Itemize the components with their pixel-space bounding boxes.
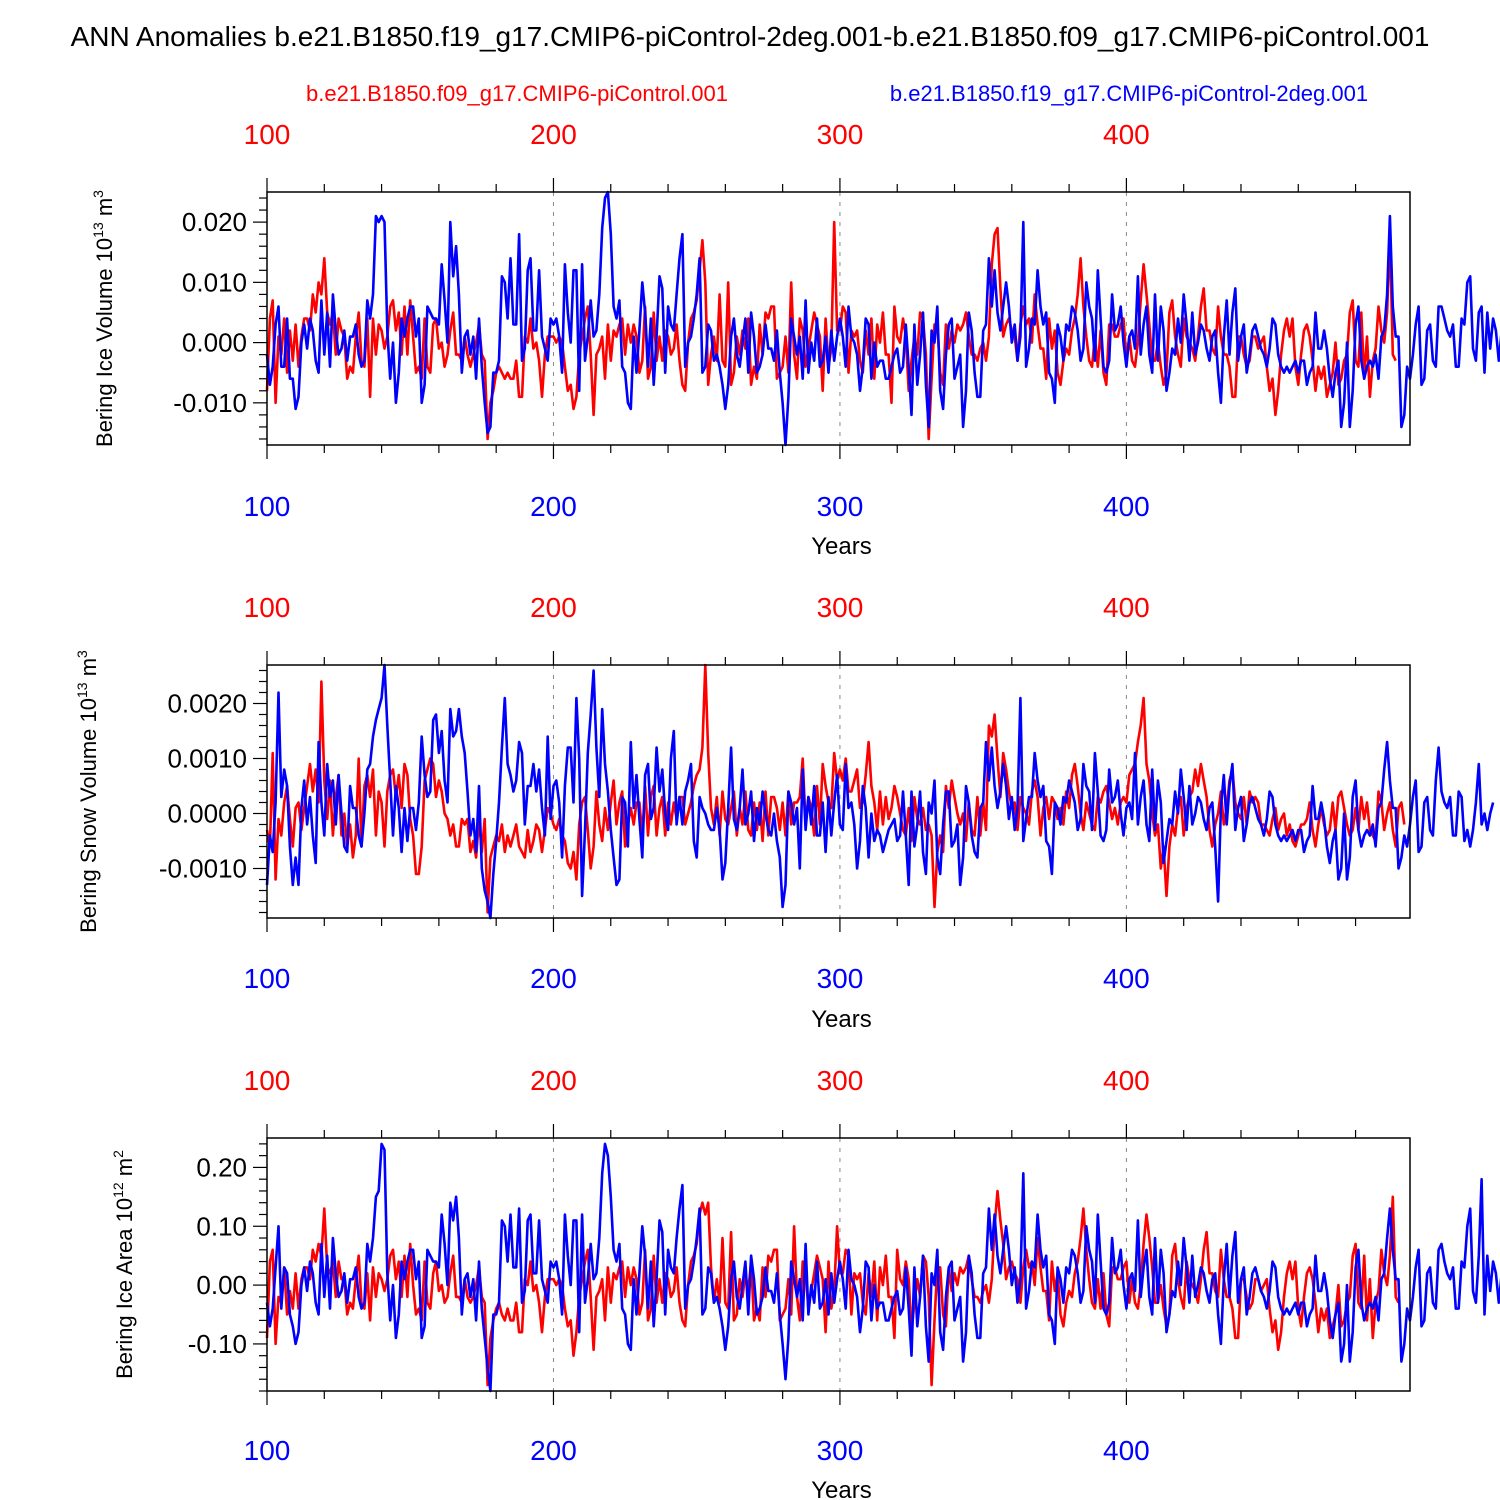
x-axis-label: Years: [811, 1006, 872, 1033]
x-tick-label-bottom: 100: [244, 491, 291, 522]
y-tick-label: 0.000: [182, 328, 247, 358]
y-tick-label: 0.20: [196, 1152, 247, 1182]
panel-2: -0.0010 0.0000 0.0010 0.0020 100 100 200 200 300…: [74, 592, 1495, 1033]
y-tick-label: 0.10: [196, 1211, 247, 1241]
y-tick-label: 0.010: [182, 267, 247, 297]
x-tick-label-top: 200: [530, 592, 577, 623]
x-tick-label-bottom: 300: [817, 491, 864, 522]
y-tick-label: 0.020: [182, 207, 247, 237]
y-axis-label-ylabel-base: Bering Snow Volume 10: [76, 698, 101, 933]
y-axis-label-ylabel-exp: 13: [90, 222, 106, 238]
series-line-blue: [265, 190, 1500, 447]
x-tick-label-bottom: 200: [530, 491, 577, 522]
y-tick-label: -0.10: [188, 1329, 247, 1359]
legend-blue-label: b.e21.B1850.f19_g17.CMIP6-piControl-2deg…: [890, 81, 1368, 106]
y-axis-label: Bering Ice Area 1012 m2: [110, 1150, 137, 1379]
y-tick-label: 0.0000: [167, 799, 247, 829]
x-axis-label: Years: [811, 533, 872, 560]
y-axis-label-ylabel-base: Bering Ice Volume 10: [92, 238, 117, 447]
y-axis-label-ylabel-unit: m: [92, 198, 117, 222]
x-tick-label-bottom: 300: [817, 1435, 864, 1466]
x-tick-label-bottom: 300: [817, 963, 864, 994]
y-tick-label: -0.010: [173, 388, 247, 418]
y-axis-label: Bering Ice Volume 1013 m3: [90, 190, 117, 447]
series-line-blue: [265, 663, 1495, 920]
x-tick-label-top: 300: [817, 119, 864, 150]
x-tick-label-bottom: 400: [1103, 491, 1150, 522]
panels: -0.010 0.000 0.010 0.020 100 100 200 200 300 300 4…: [74, 119, 1500, 1500]
plot-frame: [266, 1137, 1411, 1392]
y-axis-label-ylabel-exp: 12: [110, 1182, 126, 1198]
x-tick-label-bottom: 100: [244, 1435, 291, 1466]
x-tick-label-top: 400: [1103, 592, 1150, 623]
x-tick-label-bottom: 400: [1103, 1435, 1150, 1466]
x-tick-label-top: 300: [817, 1065, 864, 1096]
x-tick-label-top: 100: [244, 592, 291, 623]
y-axis-label-ylabel-unit: m: [112, 1158, 137, 1182]
x-tick-label-bottom: 400: [1103, 963, 1150, 994]
y-tick-label: 0.0020: [167, 689, 247, 719]
x-tick-label-top: 400: [1103, 119, 1150, 150]
legend-red-label: b.e21.B1850.f09_g17.CMIP6-piControl.001: [306, 81, 728, 106]
y-tick-label: 0.0010: [167, 744, 247, 774]
y-axis-label-ylabel-base: Bering Ice Area 10: [112, 1198, 137, 1379]
y-axis-label-ylabel-unit-exp: 2: [110, 1150, 126, 1158]
x-tick-label-top: 300: [817, 592, 864, 623]
panel-3: -0.10 0.00 0.10 0.20 100 100 200 200 300 300 400 40…: [110, 1065, 1500, 1500]
x-tick-label-top: 100: [244, 119, 291, 150]
y-axis-label: Bering Snow Volume 1013 m3: [74, 650, 101, 933]
x-tick-label-top: 200: [530, 1065, 577, 1096]
y-tick-label: 0.00: [196, 1270, 247, 1300]
y-tick-label: -0.0010: [159, 854, 247, 884]
x-axis-label: Years: [811, 1477, 872, 1500]
x-tick-label-bottom: 200: [530, 1435, 577, 1466]
x-tick-label-bottom: 200: [530, 963, 577, 994]
y-axis-label-ylabel-exp: 13: [74, 682, 90, 698]
y-axis-label-ylabel-unit-exp: 3: [74, 650, 90, 658]
panel-1: -0.010 0.000 0.010 0.020 100 100 200 200 300 300 4…: [90, 119, 1500, 560]
y-axis-label-ylabel-unit: m: [76, 658, 101, 682]
series-line-blue: [265, 1142, 1500, 1393]
x-tick-label-top: 100: [244, 1065, 291, 1096]
x-tick-label-top: 200: [530, 119, 577, 150]
x-tick-label-bottom: 100: [244, 963, 291, 994]
y-axis-label-ylabel-unit-exp: 3: [90, 190, 106, 198]
x-tick-label-top: 400: [1103, 1065, 1150, 1096]
chart-title: ANN Anomalies b.e21.B1850.f19_g17.CMIP6-…: [71, 21, 1430, 52]
